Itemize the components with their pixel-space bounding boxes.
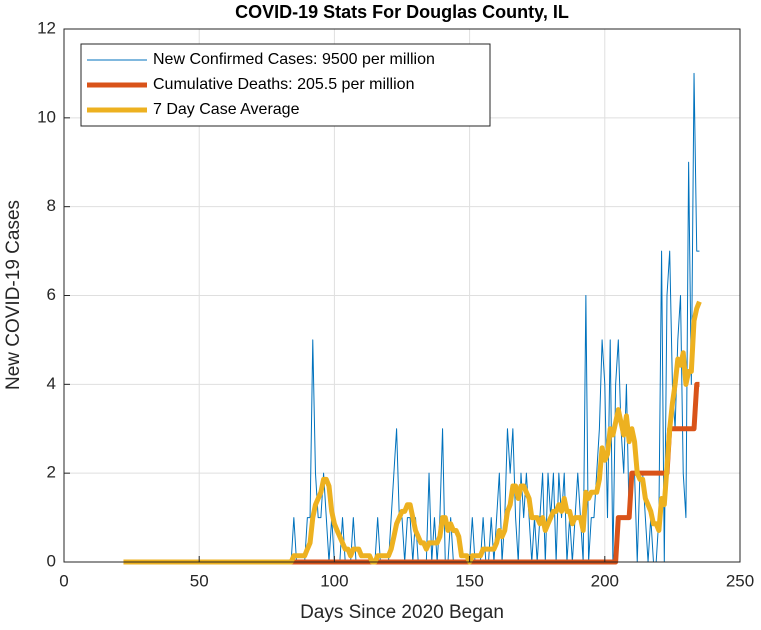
legend: New Confirmed Cases: 9500 per million Cum…: [80, 43, 491, 127]
legend-box: [80, 43, 491, 127]
y-tick-label: 12: [37, 18, 56, 37]
legend-label: 7 Day Case Average: [153, 101, 300, 118]
x-tick-label: 250: [726, 571, 754, 590]
x-tick-label: 0: [59, 571, 68, 590]
y-tick-label: 8: [47, 196, 56, 215]
chart-title: COVID-19 Stats For Douglas County, IL: [235, 2, 569, 22]
legend-label: Cumulative Deaths: 205.5 per million: [153, 76, 414, 93]
y-tick-label: 4: [47, 374, 56, 393]
x-axis-label: Days Since 2020 Began: [300, 602, 504, 623]
y-tick-label: 10: [37, 107, 56, 126]
ticks: 0 50 100 150 200 250 0 2 4 6 8 10 12: [37, 18, 754, 590]
x-tick-label: 100: [320, 571, 348, 590]
y-tick-label: 2: [47, 463, 56, 482]
y-tick-label: 6: [47, 285, 56, 304]
legend-label: New Confirmed Cases: 9500 per million: [153, 51, 435, 68]
x-tick-label: 150: [455, 571, 483, 590]
x-tick-label: 50: [190, 571, 209, 590]
x-tick-label: 200: [591, 571, 619, 590]
y-tick-label: 0: [47, 551, 56, 570]
y-axis-label: New COVID-19 Cases: [3, 200, 24, 390]
